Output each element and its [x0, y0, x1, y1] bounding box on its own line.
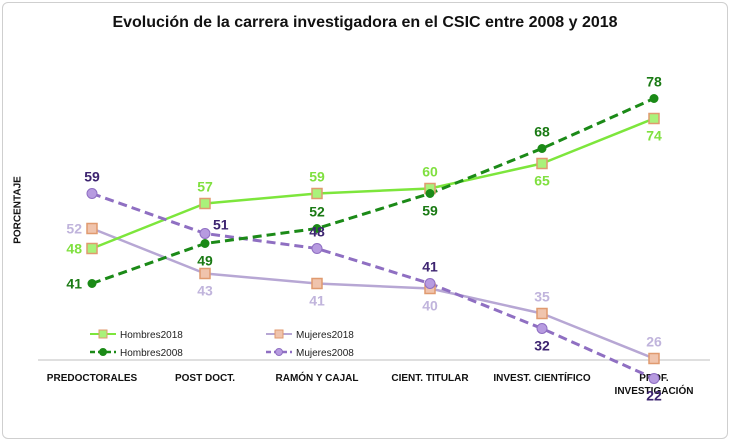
legend-swatch-marker — [98, 329, 108, 339]
data-point-hombres2008 — [312, 224, 322, 233]
data-point-hombres2008 — [200, 239, 210, 248]
data-label-mujeres2018: 43 — [197, 283, 213, 299]
data-label-hombres2018: 60 — [422, 164, 438, 180]
data-point-mujeres2008 — [648, 373, 660, 384]
data-label-hombres2008: 78 — [646, 74, 662, 90]
x-tick-label: CIENT. TITULAR — [391, 373, 469, 384]
data-label-mujeres2008: 48 — [309, 224, 325, 240]
chart-title: Evolución de la carrera investigadora en… — [112, 14, 618, 31]
legend-swatch-marker — [275, 348, 283, 356]
data-point-mujeres2008 — [536, 323, 548, 334]
x-tick-label: INVEST. CIENTÍFICO — [493, 371, 590, 384]
data-label-mujeres2008: 22 — [646, 388, 662, 404]
series-line-mujeres2008 — [91, 192, 655, 380]
data-point-hombres2008 — [537, 144, 547, 153]
series-line-hombres2008 — [91, 97, 655, 285]
data-label-hombres2018: 48 — [66, 241, 82, 257]
data-label-mujeres2018: 35 — [534, 289, 550, 305]
x-tick-label: PREDOCTORALES — [47, 373, 138, 384]
legend-swatch-marker — [274, 329, 284, 339]
legend-label: Mujeres2018 — [296, 330, 354, 341]
data-point-mujeres2008 — [311, 243, 323, 254]
data-label-mujeres2008: 32 — [534, 338, 550, 354]
data-point-mujeres2018 — [199, 267, 211, 280]
data-point-hombres2018 — [536, 157, 548, 170]
data-label-hombres2008: 49 — [197, 253, 213, 269]
data-label-mujeres2018: 41 — [309, 293, 325, 309]
data-point-hombres2018 — [86, 242, 98, 255]
data-label-hombres2008: 59 — [422, 203, 438, 219]
data-point-mujeres2008 — [86, 188, 98, 199]
data-point-mujeres2018 — [648, 352, 660, 365]
data-point-mujeres2018 — [536, 307, 548, 320]
data-point-hombres2018 — [648, 112, 660, 125]
data-point-mujeres2008 — [424, 278, 436, 289]
data-label-mujeres2008: 51 — [213, 217, 229, 233]
data-label-mujeres2018: 26 — [646, 334, 662, 350]
data-point-mujeres2018 — [311, 277, 323, 290]
data-point-hombres2018 — [199, 197, 211, 210]
data-label-mujeres2008: 41 — [422, 259, 438, 275]
data-label-hombres2018: 59 — [309, 169, 325, 185]
data-point-hombres2008 — [87, 279, 97, 288]
legend-label: Mujeres2008 — [296, 348, 354, 359]
series-line-hombres2018 — [91, 117, 655, 250]
data-point-hombres2018 — [311, 187, 323, 200]
data-label-mujeres2018: 40 — [422, 298, 438, 314]
x-tick-label: RAMÓN Y CAJAL — [276, 371, 359, 384]
legend-swatch-marker — [99, 348, 107, 356]
data-label-hombres2018: 57 — [197, 179, 213, 195]
x-tick-label: INVESTIGACIÓN — [615, 384, 694, 397]
legend-label: Hombres2008 — [120, 348, 183, 359]
data-label-hombres2008: 68 — [534, 124, 550, 140]
legend-label: Hombres2018 — [120, 330, 183, 341]
data-point-hombres2008 — [649, 94, 659, 103]
data-point-mujeres2008 — [199, 228, 211, 239]
data-label-hombres2018: 74 — [646, 128, 662, 144]
data-label-hombres2008: 41 — [66, 276, 82, 292]
data-label-hombres2018: 65 — [534, 173, 550, 189]
data-label-mujeres2008: 59 — [84, 169, 100, 185]
data-label-mujeres2018: 52 — [66, 221, 82, 237]
x-tick-label: POST DOCT. — [175, 373, 235, 384]
data-point-mujeres2018 — [86, 222, 98, 235]
series-line-mujeres2018 — [91, 227, 655, 360]
data-label-hombres2008: 52 — [309, 204, 325, 220]
data-point-hombres2008 — [425, 189, 435, 198]
